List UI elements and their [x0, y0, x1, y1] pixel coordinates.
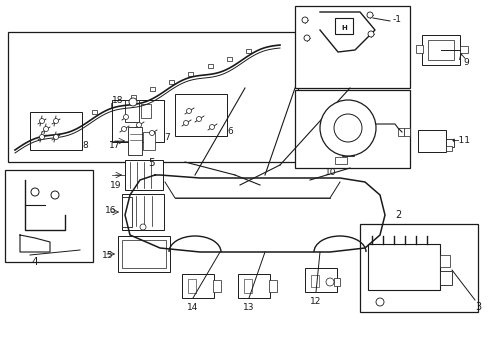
- Bar: [310, 275, 318, 287]
- Bar: [268, 280, 276, 292]
- Circle shape: [53, 118, 59, 123]
- Bar: [367, 244, 439, 290]
- Bar: [213, 280, 221, 292]
- Text: 2: 2: [394, 210, 401, 220]
- Bar: [5, 170, 93, 262]
- Bar: [207, 64, 212, 68]
- Bar: [122, 240, 165, 268]
- Circle shape: [196, 117, 201, 122]
- Bar: [245, 49, 251, 53]
- Bar: [359, 224, 477, 312]
- Text: 13: 13: [243, 303, 254, 312]
- Text: H: H: [341, 25, 346, 31]
- Bar: [112, 100, 163, 142]
- Circle shape: [53, 135, 59, 140]
- Text: 5: 5: [148, 158, 154, 168]
- Text: 7: 7: [163, 133, 169, 142]
- Text: 3: 3: [474, 302, 480, 312]
- Bar: [403, 128, 409, 136]
- Bar: [141, 104, 151, 118]
- Bar: [73, 118, 78, 122]
- Bar: [8, 32, 297, 162]
- Bar: [118, 236, 170, 272]
- Circle shape: [123, 114, 128, 120]
- Text: -1: -1: [392, 15, 401, 24]
- Bar: [188, 72, 193, 76]
- Circle shape: [43, 126, 48, 131]
- Bar: [238, 274, 269, 298]
- Circle shape: [333, 114, 361, 142]
- Bar: [182, 274, 214, 298]
- Bar: [142, 132, 155, 150]
- Bar: [122, 197, 132, 227]
- Text: 6: 6: [226, 127, 232, 136]
- Bar: [149, 87, 155, 91]
- Text: 10: 10: [325, 168, 336, 177]
- Bar: [445, 139, 453, 147]
- Text: 12: 12: [310, 297, 321, 306]
- Bar: [439, 271, 451, 285]
- Circle shape: [140, 224, 146, 230]
- Circle shape: [302, 17, 307, 23]
- Circle shape: [183, 121, 188, 126]
- Text: 8: 8: [82, 141, 87, 150]
- Bar: [305, 268, 336, 292]
- Bar: [417, 130, 445, 152]
- Circle shape: [31, 188, 39, 196]
- Circle shape: [366, 12, 372, 18]
- Text: 16: 16: [105, 206, 116, 215]
- Circle shape: [186, 108, 191, 113]
- Bar: [130, 95, 135, 99]
- Bar: [427, 40, 453, 60]
- Bar: [439, 255, 449, 267]
- Bar: [415, 45, 422, 53]
- Bar: [445, 146, 451, 151]
- Text: 18: 18: [112, 96, 123, 105]
- Bar: [333, 278, 339, 286]
- Circle shape: [319, 100, 375, 156]
- Bar: [294, 90, 409, 168]
- Bar: [34, 133, 39, 137]
- Circle shape: [136, 122, 141, 127]
- Bar: [122, 194, 163, 230]
- Text: ←11: ←11: [451, 136, 470, 145]
- Text: 19: 19: [110, 181, 121, 190]
- Bar: [334, 18, 352, 34]
- Text: 4: 4: [32, 257, 38, 267]
- Circle shape: [51, 191, 59, 199]
- Circle shape: [325, 278, 333, 286]
- Bar: [334, 157, 346, 164]
- Text: 17: 17: [109, 141, 120, 150]
- Bar: [111, 103, 116, 107]
- Circle shape: [375, 298, 383, 306]
- Bar: [244, 279, 251, 293]
- Bar: [294, 6, 409, 88]
- Bar: [459, 46, 467, 53]
- Bar: [175, 94, 226, 136]
- Bar: [169, 80, 174, 84]
- Bar: [53, 125, 59, 130]
- Bar: [397, 128, 403, 136]
- Circle shape: [367, 31, 373, 37]
- Circle shape: [40, 118, 44, 123]
- Circle shape: [149, 131, 154, 135]
- Bar: [30, 112, 82, 150]
- Bar: [125, 160, 163, 190]
- Text: 15: 15: [102, 251, 113, 260]
- Bar: [341, 148, 353, 156]
- Bar: [226, 57, 231, 61]
- Circle shape: [40, 135, 44, 140]
- Bar: [421, 35, 459, 65]
- Circle shape: [304, 35, 309, 41]
- Circle shape: [129, 98, 137, 106]
- Circle shape: [209, 125, 214, 130]
- Bar: [187, 279, 196, 293]
- Bar: [125, 100, 139, 122]
- Text: 9: 9: [462, 58, 468, 67]
- Text: 14: 14: [187, 303, 198, 312]
- Circle shape: [121, 126, 126, 131]
- Bar: [92, 110, 97, 114]
- Bar: [128, 127, 142, 155]
